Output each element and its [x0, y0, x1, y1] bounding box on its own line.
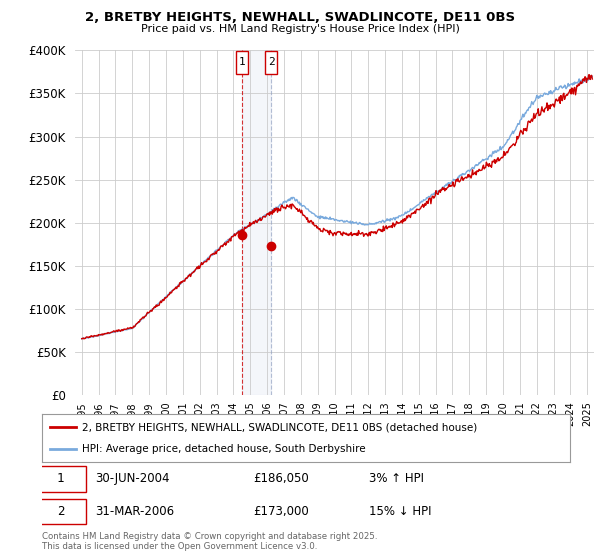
Text: 2: 2 — [57, 505, 64, 517]
Text: £186,050: £186,050 — [253, 473, 309, 486]
Bar — [242, 50, 271, 395]
FancyBboxPatch shape — [265, 52, 277, 74]
Text: 31-MAR-2006: 31-MAR-2006 — [95, 505, 174, 517]
Text: Contains HM Land Registry data © Crown copyright and database right 2025.
This d: Contains HM Land Registry data © Crown c… — [42, 532, 377, 552]
FancyBboxPatch shape — [35, 498, 86, 524]
FancyBboxPatch shape — [236, 52, 248, 74]
Text: 1: 1 — [57, 473, 64, 486]
Text: 3% ↑ HPI: 3% ↑ HPI — [370, 473, 424, 486]
Text: 2, BRETBY HEIGHTS, NEWHALL, SWADLINCOTE, DE11 0BS: 2, BRETBY HEIGHTS, NEWHALL, SWADLINCOTE,… — [85, 11, 515, 24]
Text: 1: 1 — [238, 58, 245, 67]
Text: 2, BRETBY HEIGHTS, NEWHALL, SWADLINCOTE, DE11 0BS (detached house): 2, BRETBY HEIGHTS, NEWHALL, SWADLINCOTE,… — [82, 422, 477, 432]
Text: Price paid vs. HM Land Registry's House Price Index (HPI): Price paid vs. HM Land Registry's House … — [140, 24, 460, 34]
Text: 15% ↓ HPI: 15% ↓ HPI — [370, 505, 432, 517]
Text: HPI: Average price, detached house, South Derbyshire: HPI: Average price, detached house, Sout… — [82, 444, 365, 454]
Text: £173,000: £173,000 — [253, 505, 309, 517]
Text: 2: 2 — [268, 58, 275, 67]
FancyBboxPatch shape — [35, 466, 86, 492]
Text: 30-JUN-2004: 30-JUN-2004 — [95, 473, 169, 486]
